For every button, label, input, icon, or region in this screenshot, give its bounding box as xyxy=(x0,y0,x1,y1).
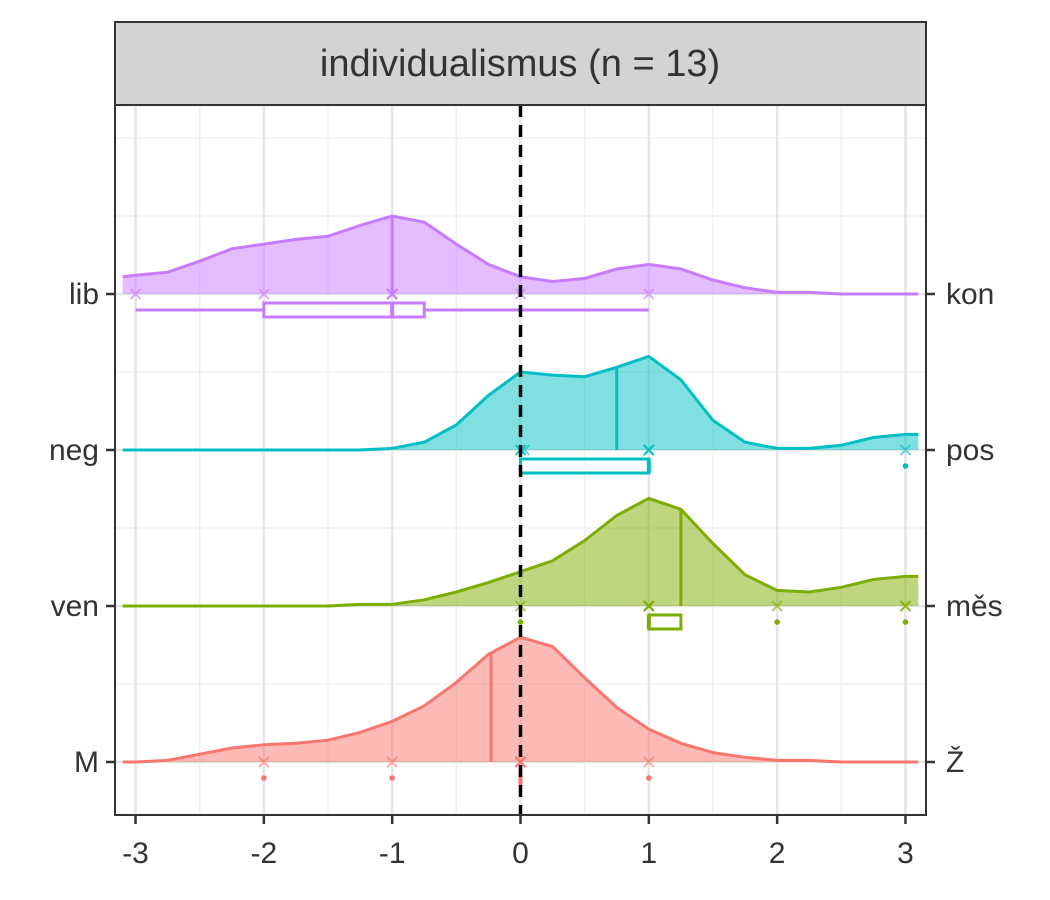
density-area xyxy=(122,498,919,606)
density-area xyxy=(122,637,919,762)
density-line xyxy=(122,635,919,764)
box xyxy=(647,613,683,631)
x-tick-label: -1 xyxy=(379,837,406,870)
outlier xyxy=(646,775,652,781)
point xyxy=(771,600,783,612)
point xyxy=(386,288,398,300)
point xyxy=(899,444,912,456)
point xyxy=(258,288,270,300)
y2-tick-label: kon xyxy=(946,278,994,311)
outlier xyxy=(902,463,909,469)
outlier xyxy=(517,619,524,625)
point xyxy=(258,756,270,768)
point xyxy=(514,756,527,768)
point xyxy=(899,600,912,612)
point xyxy=(129,288,142,300)
chart-title: individualismus (n = 13) xyxy=(320,43,720,85)
density-area xyxy=(122,356,919,450)
point xyxy=(643,444,655,456)
point xyxy=(643,600,655,612)
density-area xyxy=(122,216,919,294)
point xyxy=(386,756,398,768)
y-tick-label: neg xyxy=(49,434,99,467)
x-tick-label: 3 xyxy=(897,837,914,870)
x-tick-label: -3 xyxy=(122,837,149,870)
x-tick-label: -2 xyxy=(251,837,278,870)
x-tick-label: 1 xyxy=(640,837,657,870)
box xyxy=(519,457,651,475)
y-tick-label: lib xyxy=(69,278,99,311)
outlier xyxy=(902,619,909,625)
y2-tick-label: měs xyxy=(946,590,1003,623)
outlier xyxy=(774,619,780,625)
outlier xyxy=(261,775,267,781)
outlier xyxy=(389,775,395,781)
strip xyxy=(114,21,927,106)
point xyxy=(643,756,655,768)
box xyxy=(262,301,426,319)
y-tick-label: M xyxy=(74,746,99,779)
y-tick-label: ven xyxy=(51,590,99,623)
x-tick-label: 0 xyxy=(512,837,529,870)
x-tick-label: 2 xyxy=(769,837,786,870)
y2-tick-label: pos xyxy=(946,434,994,467)
point xyxy=(643,288,655,300)
y2-tick-label: Ž xyxy=(946,746,964,779)
